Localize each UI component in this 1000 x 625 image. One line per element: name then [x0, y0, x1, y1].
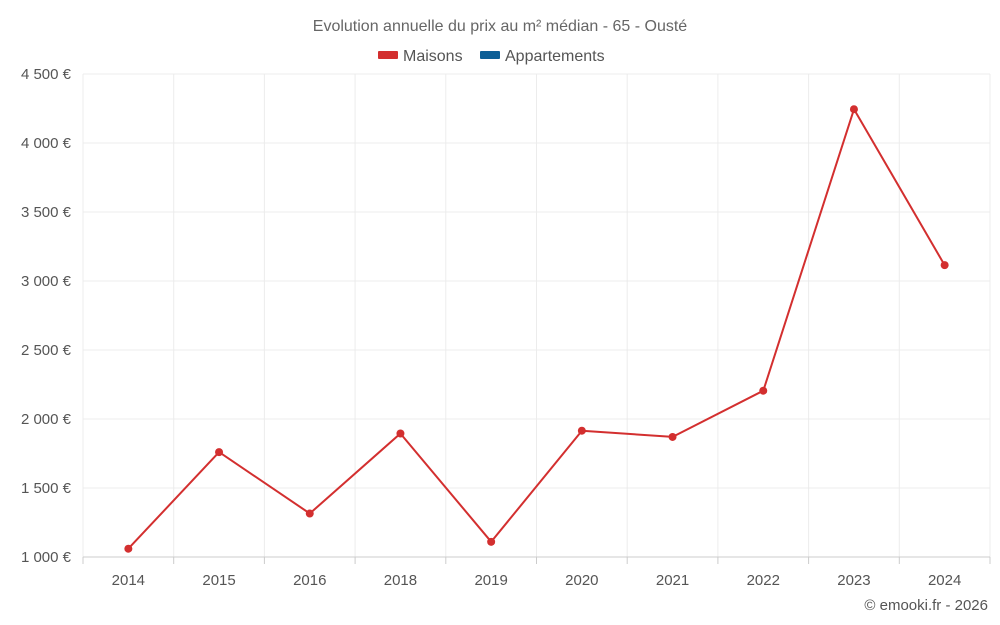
y-axis: 1 000 € 1 500 € 2 000 € 2 500 € 3 000 € 3 500…	[21, 66, 72, 566]
x-tick-label: 2022	[747, 572, 780, 589]
y-tick-label: 2 500 €	[21, 342, 72, 359]
data-point[interactable]	[124, 544, 133, 553]
x-tick-label: 2014	[112, 572, 145, 589]
series-group	[124, 105, 949, 553]
x-tick-label: 2015	[202, 572, 235, 589]
data-point[interactable]	[396, 429, 405, 438]
data-point[interactable]	[305, 509, 314, 518]
x-tick-label: 2019	[474, 572, 507, 589]
data-point[interactable]	[577, 426, 586, 435]
x-tick-label: 2016	[293, 572, 326, 589]
data-point[interactable]	[759, 386, 768, 395]
y-tick-label: 3 500 €	[21, 204, 72, 221]
legend-swatch-1	[378, 51, 398, 59]
y-tick-label: 1 500 €	[21, 480, 72, 497]
x-tick-label: 2018	[384, 572, 417, 589]
y-tick-label: 2 000 €	[21, 411, 72, 428]
x-tick-label: 2023	[837, 572, 870, 589]
chart-title: Evolution annuelle du prix au m² médian …	[313, 18, 688, 35]
data-point[interactable]	[668, 432, 677, 441]
legend: Maisons Appartements	[378, 48, 605, 65]
x-tick-label: 2020	[565, 572, 598, 589]
credit-text: © emooki.fr - 2026	[864, 597, 988, 614]
legend-label-2[interactable]: Appartements	[505, 48, 605, 65]
y-tick-label: 1 000 €	[21, 549, 72, 566]
y-tick-label: 4 000 €	[21, 135, 72, 152]
y-tick-label: 4 500 €	[21, 66, 72, 83]
legend-label-1[interactable]: Maisons	[403, 48, 463, 65]
legend-swatch-2	[480, 51, 500, 59]
grid-lines	[82, 73, 991, 558]
x-tick-label: 2024	[928, 572, 961, 589]
data-point[interactable]	[849, 105, 858, 114]
y-tick-label: 3 000 €	[21, 273, 72, 290]
data-point[interactable]	[487, 537, 496, 546]
x-tick-label: 2021	[656, 572, 689, 589]
x-axis: 2014 2015 2016 2018 2019 2020 2021 2022 2023 2024	[82, 556, 991, 589]
series-line-1	[127, 108, 946, 550]
data-point[interactable]	[215, 448, 224, 457]
data-point[interactable]	[940, 261, 949, 270]
